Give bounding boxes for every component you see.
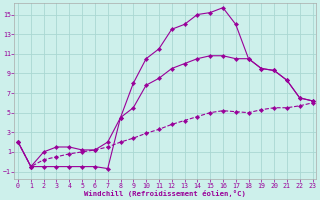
X-axis label: Windchill (Refroidissement éolien,°C): Windchill (Refroidissement éolien,°C) (84, 190, 246, 197)
